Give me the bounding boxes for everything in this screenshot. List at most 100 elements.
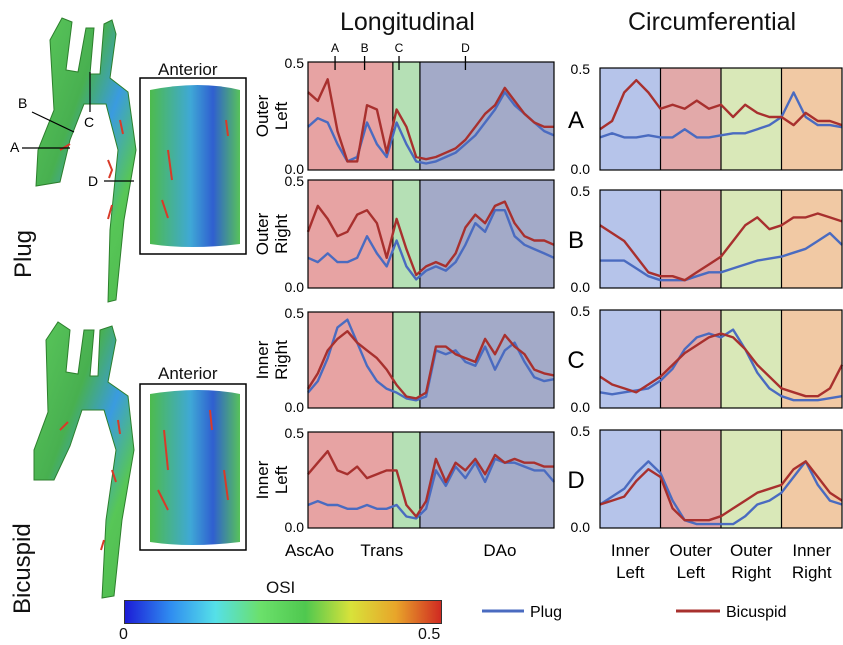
- circ-ytick-top-2: 0.5: [571, 303, 591, 319]
- circ-region-label-0-1: Left: [616, 563, 645, 582]
- long-frame-0: [307, 61, 555, 171]
- long-row-label-line: Left: [272, 466, 291, 495]
- circ-frame-0: [599, 67, 843, 171]
- circ-series-0-plug: [599, 91, 843, 139]
- long-row-label-3: Inner Left: [253, 460, 291, 499]
- circ-series-1-plug: [600, 231, 843, 282]
- long-ytick-top-1: 0.5: [285, 173, 305, 189]
- circ-band-0-3: [781, 68, 842, 170]
- long-band-1-2: [419, 180, 554, 288]
- cut-label-a: A: [10, 139, 20, 155]
- long-marker-label-1: B: [361, 41, 369, 55]
- long-series-2-bicuspid: [306, 330, 555, 400]
- cut-label-b: B: [18, 95, 27, 111]
- circ-region-label-0-0: Inner: [611, 541, 650, 560]
- circ-band-0-1: [660, 68, 721, 170]
- circ-region-label-2-1: Right: [731, 563, 771, 582]
- circ-row-label-2: C: [567, 347, 584, 374]
- long-marker-label-3: D: [461, 41, 470, 55]
- long-ytick-top-0: 0.5: [285, 55, 305, 71]
- long-ytick-bottom-3: 0.0: [285, 519, 305, 535]
- circumferential-title: Circumferential: [628, 8, 797, 36]
- long-row-label-line: Inner: [253, 460, 272, 499]
- cut-label-d: D: [88, 173, 98, 189]
- long-ytick-bottom-2: 0.0: [285, 399, 305, 415]
- cut-label-c: C: [84, 114, 94, 130]
- circ-band-2-3: [781, 310, 842, 408]
- plug-inset-shape: [150, 85, 240, 247]
- long-row-label-line: Right: [272, 214, 291, 254]
- long-row-label-line: Inner: [253, 340, 272, 379]
- colorbar-max: 0.5: [418, 626, 441, 643]
- bicuspid-inset-shape: [150, 390, 240, 545]
- long-row-label-line: Left: [272, 102, 291, 131]
- circ-ytick-top-1: 0.5: [571, 183, 591, 199]
- long-band-0-2: [419, 62, 554, 170]
- circ-ytick-bottom-1: 0.0: [571, 279, 591, 295]
- longitudinal-title: Longitudinal: [340, 8, 475, 36]
- long-band-3-1: [392, 432, 420, 528]
- aorta-models: A B C D: [10, 17, 247, 599]
- long-series-1-bicuspid: [306, 200, 555, 277]
- long-ytick-bottom-1: 0.0: [285, 279, 305, 295]
- long-series-1-plug: [307, 208, 555, 281]
- legend-plug-label: Plug: [530, 604, 562, 621]
- circ-ytick-bottom-3: 0.0: [571, 519, 591, 535]
- long-frame-2: [307, 311, 555, 409]
- circ-region-label-1-1: Left: [677, 563, 706, 582]
- circ-band-2-1: [660, 310, 721, 408]
- long-band-2-2: [419, 312, 554, 408]
- circ-row-label-3: D: [567, 467, 584, 494]
- long-series-3-plug: [307, 457, 555, 520]
- circ-ytick-bottom-0: 0.0: [571, 161, 591, 177]
- plug-aorta-shape: [22, 17, 137, 303]
- long-row-label-line: Right: [272, 340, 291, 380]
- long-row-label-2: Inner Right: [253, 340, 291, 380]
- long-row-label-line: Outer: [253, 94, 272, 137]
- circ-band-1-0: [600, 190, 661, 288]
- legend: Plug Bicuspid: [482, 604, 786, 621]
- long-region-label-2: DAo: [483, 541, 516, 560]
- circ-series-0-bicuspid: [599, 78, 843, 131]
- circ-series-1-bicuspid: [599, 212, 843, 282]
- long-band-3-0: [308, 432, 393, 528]
- circ-band-1-2: [721, 190, 782, 288]
- colorbar-title: OSI: [266, 578, 296, 597]
- long-band-0-0: [308, 62, 393, 170]
- circ-ytick-top-0: 0.5: [571, 61, 591, 77]
- long-series-0-bicuspid: [307, 78, 554, 163]
- circ-region-label-2-0: Outer: [730, 541, 773, 560]
- circ-frame-3: [599, 429, 843, 529]
- circ-ytick-bottom-2: 0.0: [571, 399, 591, 415]
- circ-band-3-2: [721, 430, 782, 528]
- circ-band-0-2: [721, 68, 782, 170]
- long-series-3-bicuspid: [307, 450, 554, 518]
- long-marker-label-2: C: [395, 41, 404, 55]
- circ-band-1-3: [781, 190, 842, 288]
- long-marker-label-0: A: [331, 41, 339, 55]
- long-row-label-line: Outer: [253, 212, 272, 255]
- circ-row-label-0: A: [568, 107, 584, 134]
- bicuspid-inset-label: Anterior: [158, 364, 218, 383]
- circ-ytick-top-3: 0.5: [571, 423, 591, 439]
- circ-band-0-0: [600, 68, 661, 170]
- long-ytick-top-3: 0.5: [285, 425, 305, 441]
- circ-region-label-1-0: Outer: [669, 541, 712, 560]
- circ-row-label-1: B: [568, 227, 584, 254]
- circ-region-label-3-0: Inner: [792, 541, 831, 560]
- circ-frame-2: [599, 309, 843, 409]
- circ-series-3-plug: [599, 460, 843, 526]
- circ-frame-1: [599, 189, 843, 289]
- circ-series-3-bicuspid: [599, 460, 843, 522]
- long-ytick-top-2: 0.5: [285, 305, 305, 321]
- colorbar-min: 0: [119, 626, 128, 643]
- long-ytick-bottom-0: 0.0: [285, 161, 305, 177]
- osi-colorbar: [124, 600, 442, 624]
- long-region-label-0: AscAo: [285, 541, 334, 560]
- bicuspid-aorta-shape: [33, 321, 135, 599]
- circ-series-2-bicuspid: [599, 332, 843, 398]
- long-frame-1: [307, 179, 555, 289]
- circ-region-label-3-1: Right: [792, 563, 832, 582]
- plug-inset-label: Anterior: [158, 60, 218, 79]
